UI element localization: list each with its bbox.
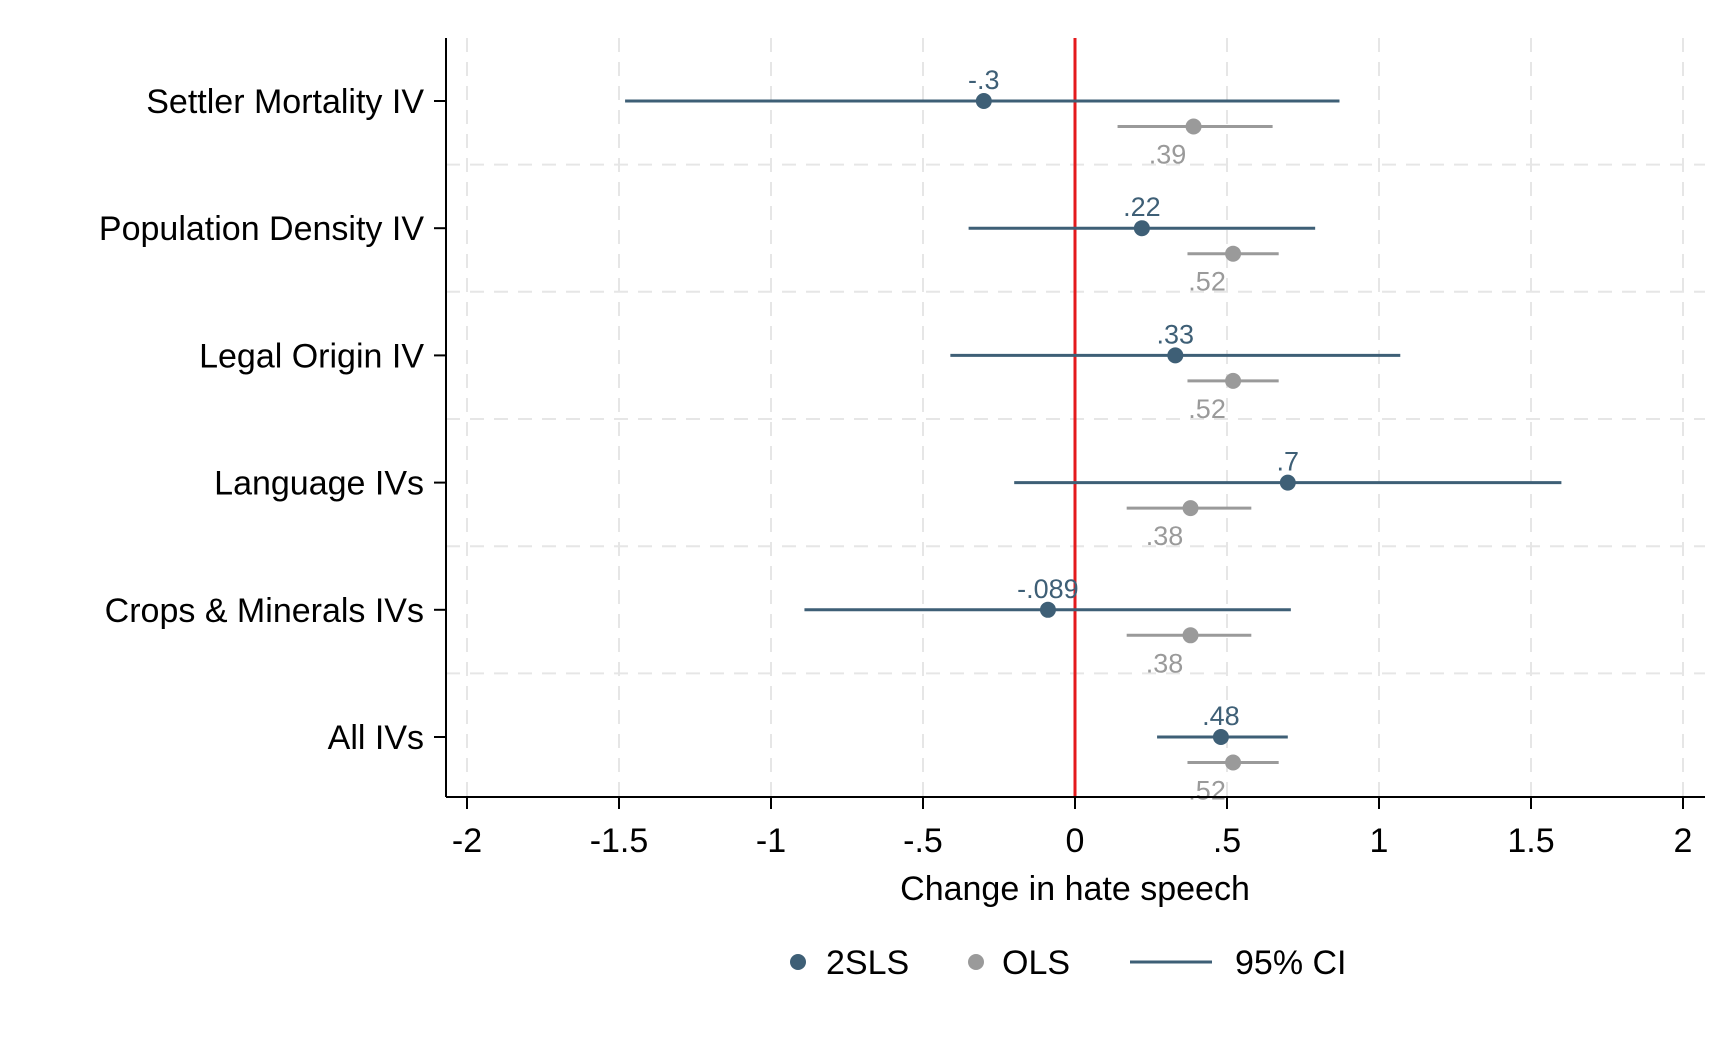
x-tick-label: -.5 [903,822,943,860]
series-marks: -.3 .22 .33 .7 -.089 .48 .39 .52 .52 .38 .38 .52 [625,65,1562,806]
x-tick-label: 1 [1370,822,1389,860]
legend-label: 95% CI [1235,944,1347,982]
ols-estimate-label: .38 [1146,648,1184,678]
2sls-point [1279,474,1296,491]
ols-estimate-label: .38 [1146,521,1184,551]
y-category-label: Legal Origin IV [199,337,424,375]
2sls-estimate-label: -.3 [968,65,1000,95]
legend-label: 2SLS [826,944,909,982]
y-category-label: Population Density IV [99,210,424,248]
x-tick-label: 2 [1674,822,1693,860]
2sls-point [1133,220,1150,237]
2sls-estimate-label: .33 [1157,319,1195,349]
x-tick-label: -1.5 [590,822,649,860]
2sls-point [975,93,992,109]
x-tick-label: 0 [1066,822,1085,860]
x-tick-label: .5 [1213,822,1241,860]
ols-estimate-label: .39 [1149,140,1187,170]
x-tick-label: -1 [756,822,786,860]
2sls-estimate-label: .48 [1202,701,1240,731]
y-category-label: Settler Mortality IV [146,83,424,121]
x-axis-title: Change in hate speech [900,870,1250,908]
ols-point [1182,500,1199,517]
ols-point [1182,627,1199,644]
2sls-point [1212,729,1229,745]
ols-estimate-label: .52 [1188,394,1226,424]
2sls-point [1167,347,1184,364]
y-category-label: All IVs [328,719,424,757]
x-tick-label: -2 [452,822,482,860]
2sls-estimate-label: .22 [1123,192,1161,222]
ols-point [1225,245,1242,262]
y-category-label: Crops & Minerals IVs [105,592,424,630]
legend-marker [790,954,806,970]
x-tick-label: 1.5 [1507,822,1554,860]
ols-estimate-label: .52 [1188,776,1226,806]
2sls-estimate-label: -.089 [1017,574,1079,604]
ols-point [1225,754,1242,771]
legend: 2SLS OLS 95% CI [790,944,1347,982]
ols-estimate-label: .52 [1188,267,1226,297]
axes: -2 -1.5 -1 -.5 0 .5 1 1.5 2 Settler Mortality IV P… [99,38,1705,860]
2sls-estimate-label: .7 [1277,447,1300,477]
legend-label: OLS [1002,944,1070,982]
2sls-point [1039,601,1056,618]
legend-marker [968,954,984,970]
ols-point [1185,118,1202,135]
y-category-label: Language IVs [214,465,424,503]
ols-point [1225,372,1242,389]
